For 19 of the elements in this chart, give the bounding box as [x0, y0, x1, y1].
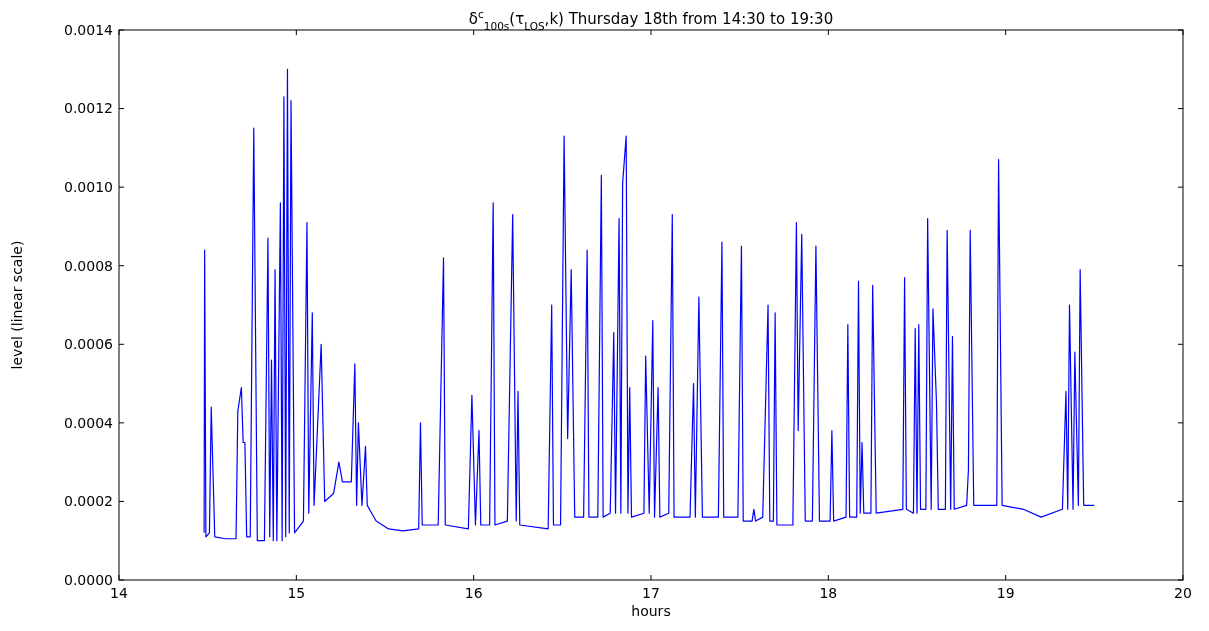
x-tick-label: 15	[287, 585, 306, 601]
y-tick-label: 0.0012	[64, 100, 113, 117]
x-tick-label: 20	[1174, 585, 1192, 601]
y-tick-label: 0.0002	[64, 493, 113, 510]
line-series	[203, 68, 1095, 542]
x-tick-label: 16	[464, 585, 483, 601]
x-tick-label: 14	[110, 585, 128, 601]
chart-title: δ$^{c}$$_{100s}$(τ$_{LOS}$,k) Thursday 18th from 14:30 to 19:30	[468, 8, 834, 32]
y-tick-label: 0.0004	[64, 414, 114, 431]
y-tick-label: 0.0006	[64, 336, 114, 353]
y-axis-title: level (linear scale)	[9, 240, 25, 370]
x-tick-label: 18	[819, 585, 838, 601]
x-tick-label: 19	[996, 585, 1015, 601]
y-tick-label: 0.0000	[64, 571, 113, 588]
x-axis-title: hours	[631, 603, 671, 619]
y-tick-label: 0.0014	[64, 21, 114, 38]
x-tick-label: 17	[642, 585, 660, 601]
y-tick-label: 0.0008	[64, 257, 113, 274]
y-tick-label: 0.0010	[64, 179, 113, 196]
